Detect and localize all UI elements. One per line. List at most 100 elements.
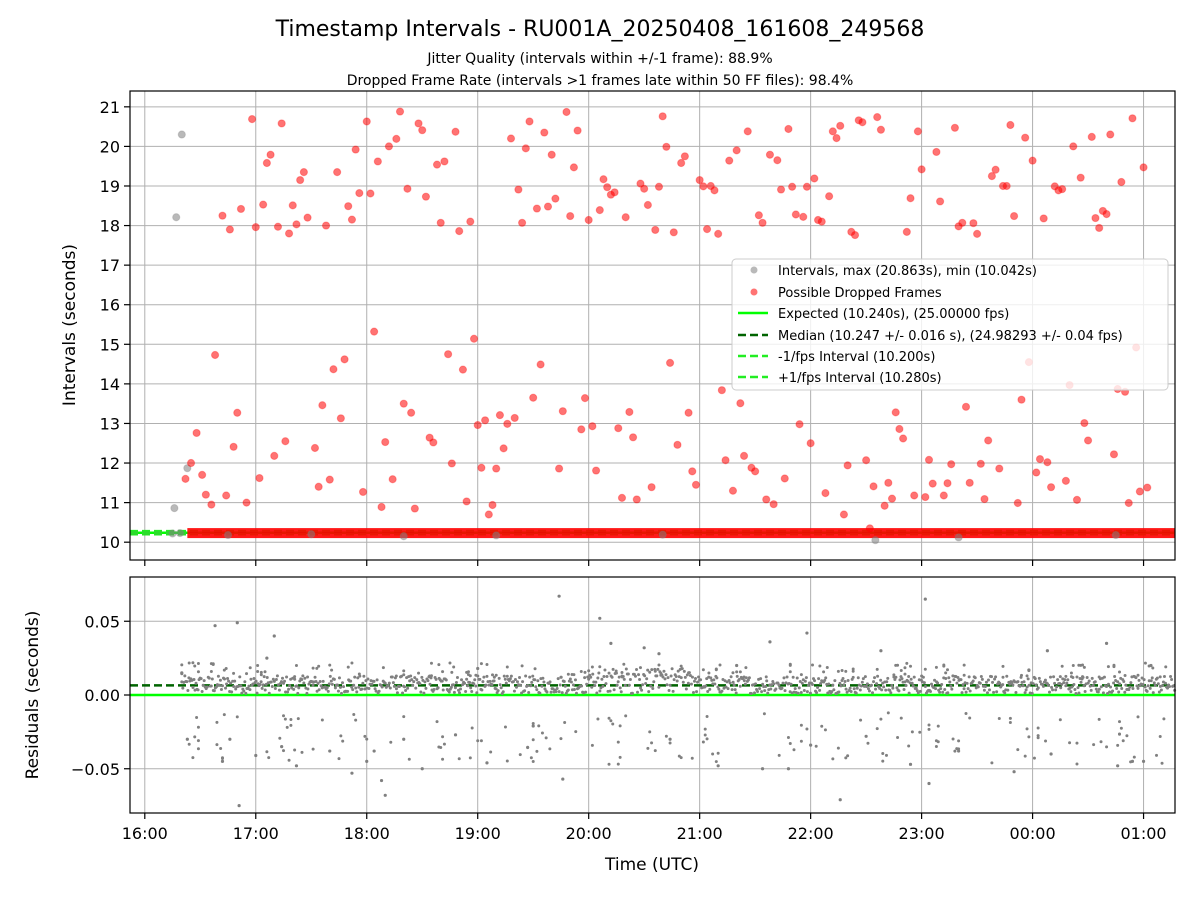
residual-point	[296, 691, 300, 695]
dropped-frame-point	[510, 413, 519, 423]
residual-point	[986, 678, 990, 682]
residual-point	[424, 686, 428, 690]
residual-point	[383, 681, 387, 685]
residual-point	[666, 676, 670, 680]
residual-point	[294, 663, 298, 667]
residual-point	[902, 687, 906, 691]
residual-point	[594, 680, 598, 684]
residual-point	[370, 682, 374, 686]
dropped-frame-point	[850, 230, 860, 240]
residual-point	[866, 687, 870, 691]
residual-point	[572, 673, 576, 677]
residual-point	[485, 674, 489, 678]
residual-point	[494, 687, 498, 691]
residual-point	[227, 679, 231, 683]
dropped-frame-point	[873, 113, 882, 122]
dropped-frame-point	[610, 188, 619, 197]
residual-outlier-point	[402, 737, 406, 741]
residual-point	[980, 677, 984, 681]
dropped-frame-point	[207, 500, 216, 509]
residual-point	[452, 690, 456, 694]
residual-point	[450, 670, 454, 674]
residual-point	[1136, 673, 1140, 677]
residual-point	[949, 684, 953, 688]
residual-point	[590, 743, 594, 747]
residual-point	[468, 756, 472, 760]
residual-point	[934, 744, 938, 748]
residual-point	[622, 677, 626, 681]
residual-point	[781, 681, 785, 685]
dropped-frame-point	[965, 478, 974, 487]
dropped-frame-point	[754, 211, 763, 220]
residual-outlier-point	[923, 597, 927, 601]
residual-point	[744, 676, 748, 680]
residual-point	[1031, 682, 1035, 686]
residual-point	[1001, 675, 1005, 679]
residual-point	[1027, 735, 1031, 739]
dropped-frame-point	[436, 218, 445, 227]
residual-point	[948, 680, 952, 684]
residual-point	[1153, 683, 1157, 687]
residual-point	[329, 679, 333, 683]
residual-point	[816, 685, 820, 689]
legend-label-minus-fps: -1/fps Interval (10.200s)	[778, 350, 935, 365]
residual-point	[608, 689, 612, 693]
dropped-frame-point	[318, 401, 327, 410]
residual-point	[1021, 684, 1025, 688]
residual-point	[579, 669, 583, 673]
residual-point	[1151, 691, 1155, 695]
dropped-frame-point	[924, 455, 934, 464]
residual-point	[402, 715, 406, 719]
residual-point	[503, 725, 507, 729]
residual-point	[1168, 684, 1172, 688]
residual-point	[962, 663, 966, 667]
dropped-frame-point	[477, 463, 486, 472]
residual-point	[1001, 683, 1005, 687]
dropped-frame-point	[806, 439, 815, 448]
dropped-frame-point	[344, 202, 353, 211]
dropped-frame-point	[198, 470, 207, 480]
residual-point	[1164, 665, 1168, 669]
dropped-frame-point	[625, 407, 634, 417]
residual-point	[360, 687, 364, 691]
dropped-frame-point	[577, 425, 586, 434]
residual-point	[665, 683, 669, 687]
residual-point	[859, 684, 863, 688]
dropped-frame-point	[1028, 156, 1037, 165]
residual-point	[1136, 715, 1140, 719]
dropped-frame-point	[1017, 395, 1026, 404]
dropped-frame-point	[192, 428, 201, 438]
residual-point	[513, 677, 517, 681]
residual-point	[817, 677, 821, 681]
residual-point	[1113, 674, 1117, 678]
residual-point	[1085, 676, 1089, 680]
residual-point	[1082, 665, 1086, 669]
residual-point	[1056, 678, 1060, 682]
dropped-frame-point	[640, 184, 649, 193]
residual-point	[846, 679, 850, 683]
residual-point	[421, 678, 425, 682]
dropped-frame-point	[1117, 177, 1126, 187]
residual-point	[867, 689, 871, 693]
residual-point	[944, 676, 948, 680]
residual-point	[502, 674, 506, 678]
residual-point	[831, 757, 835, 761]
residual-point	[232, 684, 236, 688]
residual-point	[283, 679, 287, 683]
dropped-frame-point	[336, 414, 345, 423]
residual-point	[738, 670, 742, 674]
residual-point	[524, 674, 528, 678]
residual-point	[801, 678, 805, 682]
residual-point	[971, 679, 975, 683]
dropped-frame-point	[421, 192, 431, 201]
residual-point	[729, 675, 733, 679]
dropped-frame-point	[950, 123, 960, 132]
residual-point	[909, 677, 913, 681]
dropped-frame-point	[384, 142, 394, 151]
residual-point	[858, 688, 862, 692]
residual-point	[337, 676, 341, 680]
residual-point	[557, 690, 561, 694]
residual-point	[499, 686, 503, 690]
